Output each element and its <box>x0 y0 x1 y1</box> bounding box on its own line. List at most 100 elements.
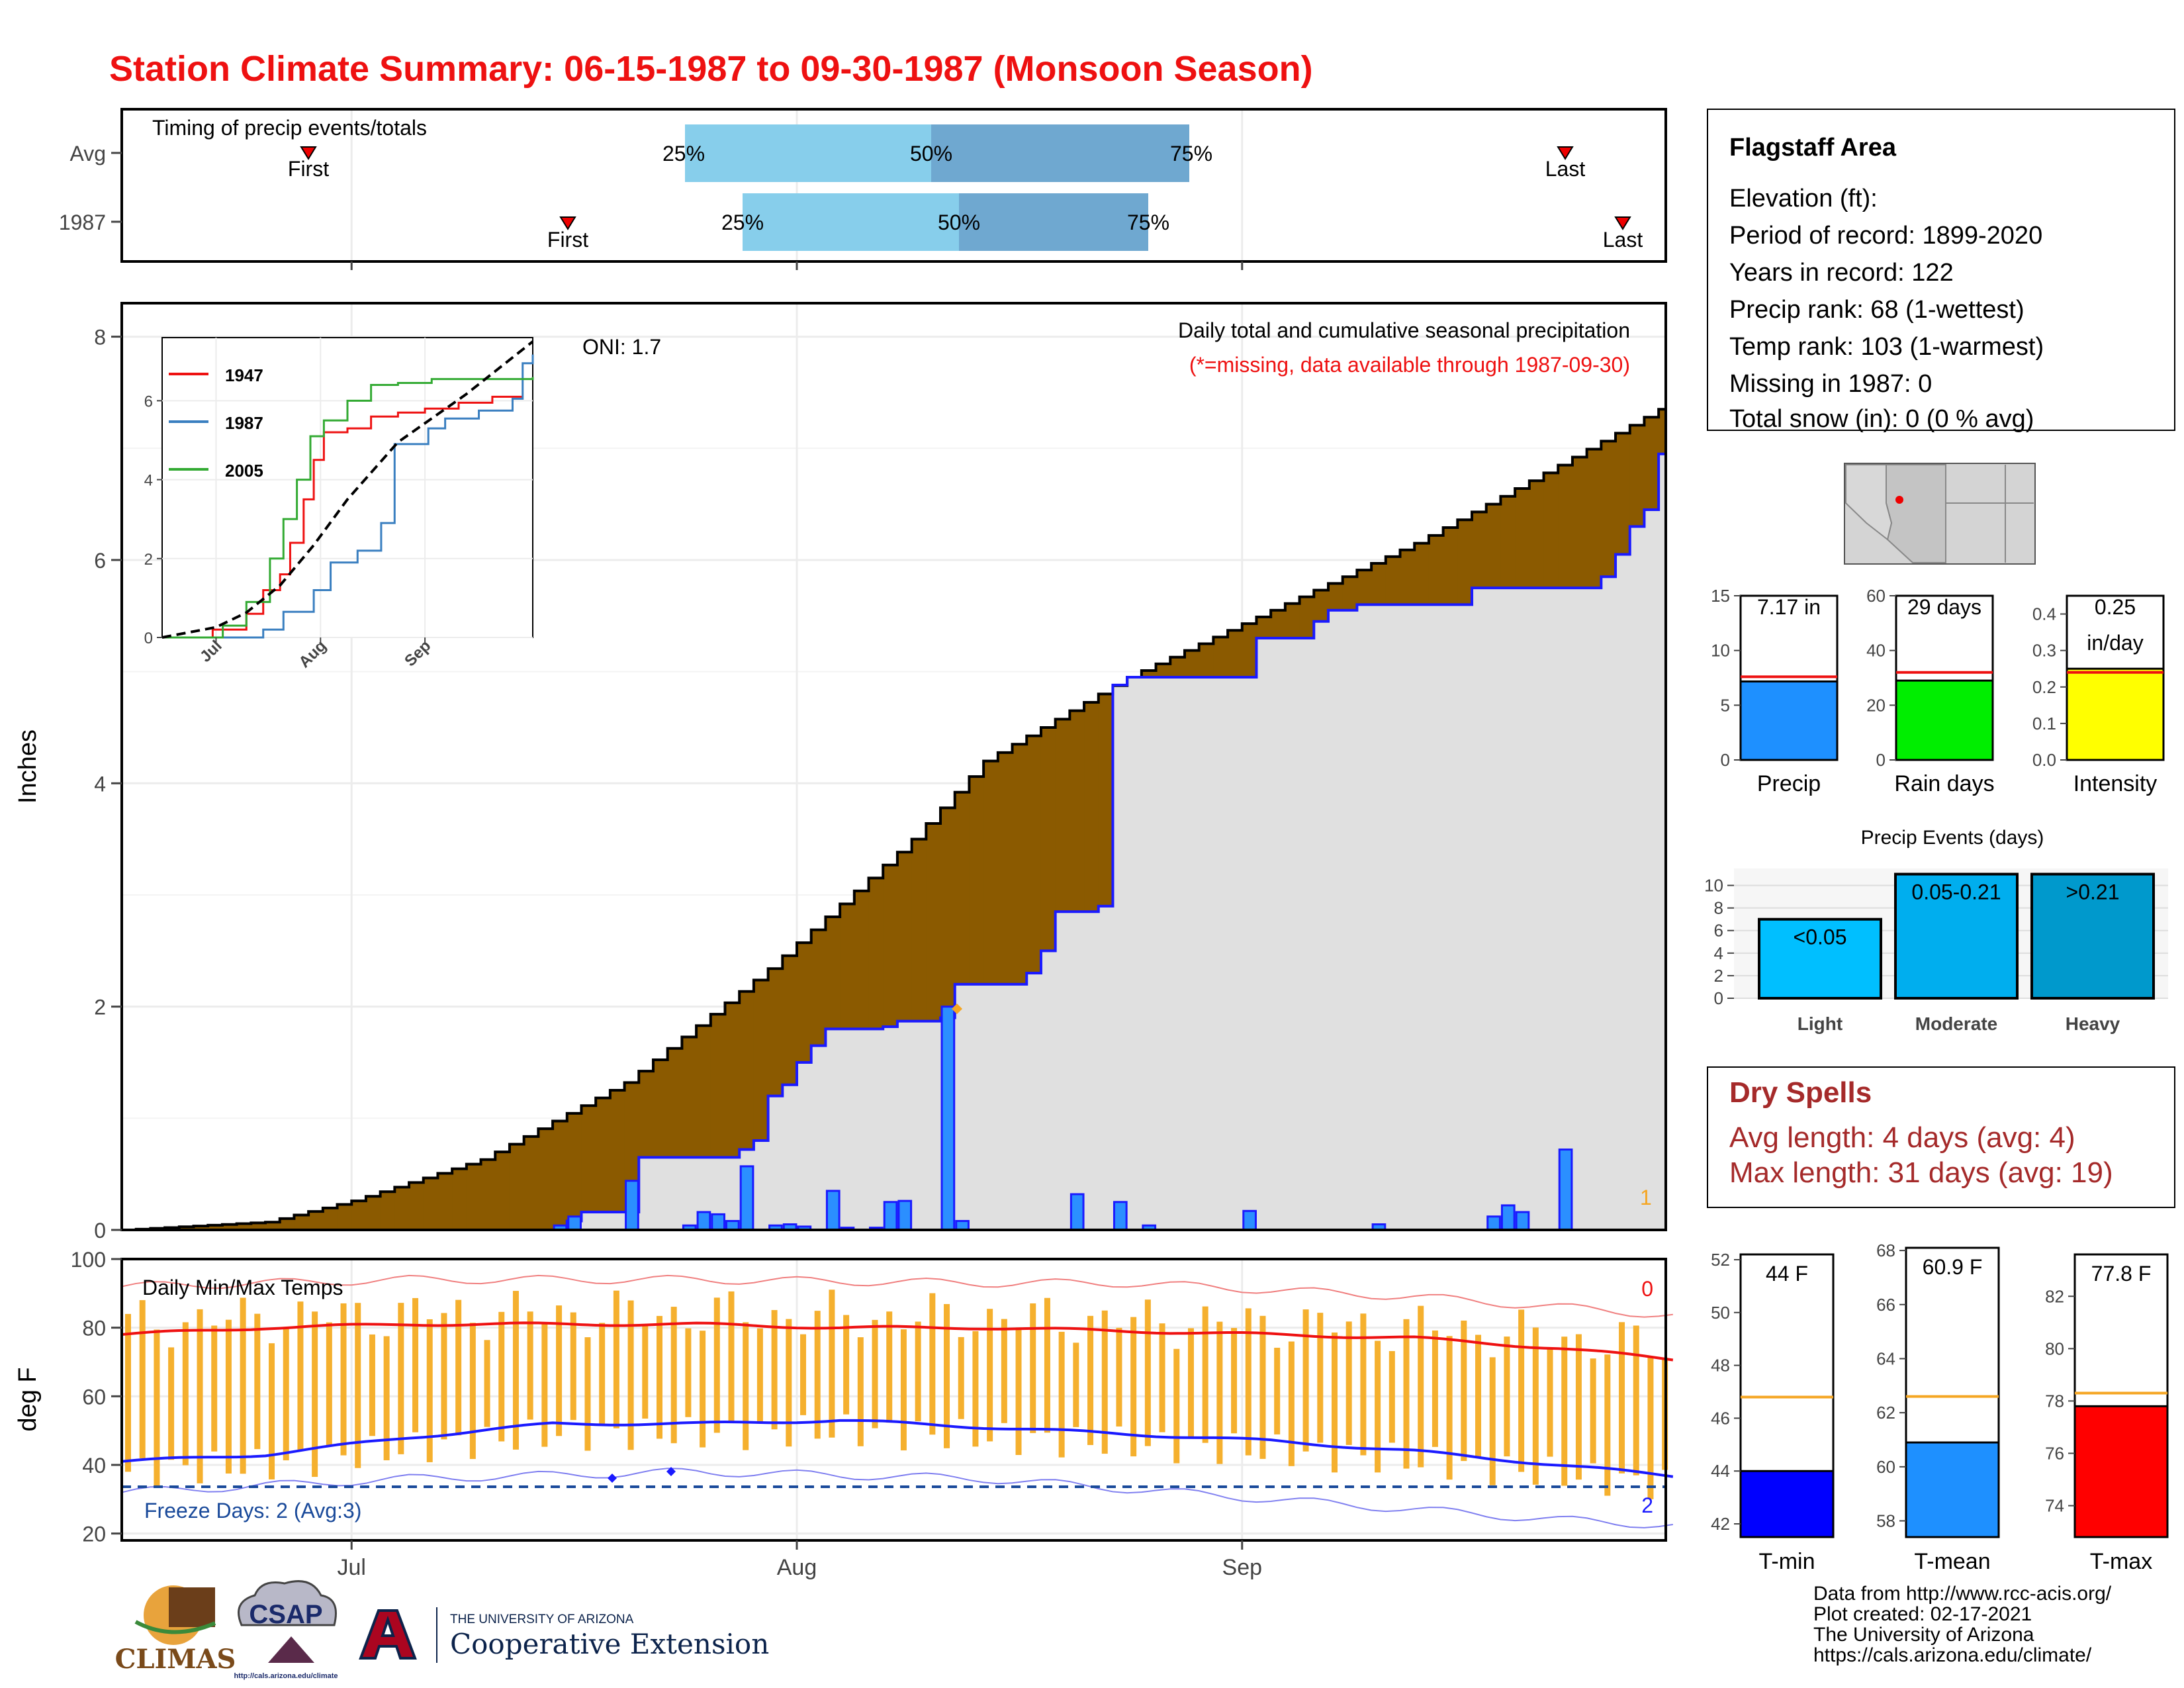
daily-temp-range-bar <box>455 1299 462 1436</box>
precip-y-axis-title: Inches <box>14 729 42 804</box>
daily-temp-range-bar <box>1633 1325 1639 1476</box>
daily-precip-bar <box>725 1220 740 1231</box>
summary-ytick-label: 40 <box>1866 641 1886 661</box>
ua-block-a-icon <box>359 1609 417 1660</box>
daily-temp-range-bar <box>1461 1320 1467 1462</box>
timing-avg-first-marker <box>300 146 317 160</box>
temp-y-axis-title: deg F <box>14 1367 42 1431</box>
summary-ytick-label: 15 <box>1711 586 1730 606</box>
station-line-precip-rank: Precip rank: 68 (1-wettest) <box>1729 296 2025 324</box>
timing-1987-first-marker <box>559 216 576 230</box>
daily-temp-range-bar <box>469 1323 476 1460</box>
daily-temp-range-bar <box>1202 1306 1208 1443</box>
summary-value-Rain days: 29 days <box>1907 595 1981 619</box>
events-bar-label-Moderate: 0.05-0.21 <box>1911 880 2001 904</box>
deficit-area <box>480 1159 496 1230</box>
summary-ytick-label: 60 <box>1866 586 1886 606</box>
deficit-area <box>1428 535 1444 605</box>
daily-temp-range-bar <box>1388 1351 1395 1443</box>
daily-temp-range-bar <box>398 1303 404 1454</box>
university-of-arizona-logo: THE UNIVERSITY OF ARIZONA Cooperative Ex… <box>359 1607 769 1663</box>
average-cumulative-line <box>122 408 1666 1231</box>
daily-temp-range-bar <box>1575 1334 1582 1480</box>
record-min-line <box>121 1468 1673 1528</box>
deficit-area <box>1644 417 1659 510</box>
daily-temp-range-bar <box>340 1303 347 1456</box>
deficit-area <box>1558 465 1573 588</box>
daily-temp-range-bar <box>182 1322 189 1466</box>
inset-frame <box>161 337 533 638</box>
daily-temp-range-bar <box>1159 1323 1165 1432</box>
summary-bar-charts: 0 5 10 15 7.17 in Precip 0 20 40 60 29 days Rain da… <box>1711 586 2165 796</box>
deficit-area <box>596 1098 611 1213</box>
daily-temp-range-bar <box>915 1321 921 1422</box>
daily-temp-range-bar <box>1001 1319 1007 1423</box>
events-bar-Heavy <box>2030 872 2155 1000</box>
events-bar-label-Heavy: >0.21 <box>2066 880 2120 904</box>
deficit-area <box>768 968 783 1096</box>
freeze-marker-1 <box>608 1474 617 1483</box>
deficit-area <box>1228 630 1243 678</box>
daily-temp-range-bar <box>814 1311 821 1439</box>
data-credits: Data from http://www.rcc-acis.org/ Plot … <box>1813 1583 2111 1665</box>
daily-temp-range-bar <box>972 1331 979 1447</box>
deficit-area <box>265 1222 281 1230</box>
deficit-area <box>1586 449 1602 588</box>
events-category-Heavy: Heavy <box>2066 1013 2120 1034</box>
temp-summary-ytick-label: 58 <box>1876 1511 1895 1530</box>
summary-ytick-label: 10 <box>1711 641 1730 661</box>
daily-precip-bar <box>1113 1201 1128 1231</box>
climas-logo: CLIMAS <box>115 1585 236 1675</box>
daily-temp-range-bar <box>1130 1317 1137 1457</box>
page-title: Station Climate Summary: 06-15-1987 to 0… <box>109 49 1313 89</box>
precip-subtitle: Daily total and cumulative seasonal prec… <box>1178 318 1630 342</box>
daily-temp-range-bar <box>1619 1322 1625 1474</box>
deficit-area <box>308 1211 324 1230</box>
daily-temp-range-bar <box>1475 1335 1482 1458</box>
map-state-california-edge <box>1845 464 1893 541</box>
daily-temp-range-bar <box>958 1336 964 1419</box>
inset-legend: 1947 1987 2005 <box>169 365 263 481</box>
daily-temp-range-bar <box>211 1325 218 1452</box>
station-line-years: Years in record: 122 <box>1729 259 1954 287</box>
daily-temp-range-bar <box>1173 1348 1180 1464</box>
deficit-area <box>1069 710 1085 912</box>
station-info-frame <box>1707 109 2175 431</box>
deficit-area <box>1141 670 1157 678</box>
month-tick-label: Sep <box>1222 1555 1263 1580</box>
temp-ytick-label: 100 <box>71 1248 106 1272</box>
daily-temp-range-bar <box>1331 1332 1338 1473</box>
legend-label-2005: 2005 <box>225 461 263 481</box>
daily-temp-range-bar <box>154 1329 160 1488</box>
daily-temp-range-bar <box>944 1303 950 1448</box>
temp-summary-ytick-label: 74 <box>2045 1496 2064 1516</box>
temp-summary-ytick-label: 52 <box>1711 1250 1730 1270</box>
temp-panel-label: Daily Min/Max Temps <box>142 1276 343 1299</box>
inset-average-line <box>161 340 534 639</box>
inset-series-2005 <box>162 377 534 639</box>
precip-panel-frame <box>120 302 1667 1231</box>
daily-precip-bar <box>1486 1215 1501 1231</box>
temp-summary-value-T-min: 44 F <box>1766 1262 1808 1286</box>
timing-1987-q25-q50 <box>743 193 959 251</box>
deficit-area <box>1098 694 1114 906</box>
deficit-area <box>1213 637 1228 678</box>
record-max-line <box>121 1274 1673 1318</box>
daily-temp-range-bar <box>1015 1327 1022 1455</box>
daily-temp-range-bar <box>412 1297 419 1432</box>
daily-temp-range-bar <box>700 1331 706 1448</box>
precip-ytick-label: 6 <box>94 549 106 573</box>
daily-temp-range-bar <box>1518 1309 1525 1472</box>
deficit-area <box>380 1192 395 1230</box>
daily-temp-range-bar <box>1288 1341 1295 1466</box>
precip-ytick-label: 0 <box>94 1219 106 1243</box>
credit-plot-created: Plot created: 02-17-2021 <box>1813 1603 2032 1625</box>
timing-avg-first-label: First <box>288 157 329 181</box>
temp-panel-frame <box>120 1258 1667 1542</box>
daily-temp-range-bar <box>1187 1328 1194 1438</box>
daily-temp-range-bar <box>168 1347 175 1460</box>
inset-series-1947 <box>162 395 523 639</box>
daily-temp-range-bar <box>1259 1315 1266 1459</box>
temp-summary-label-T-min: T-min <box>1759 1549 1815 1574</box>
temp-ytick-label: 40 <box>82 1454 106 1477</box>
